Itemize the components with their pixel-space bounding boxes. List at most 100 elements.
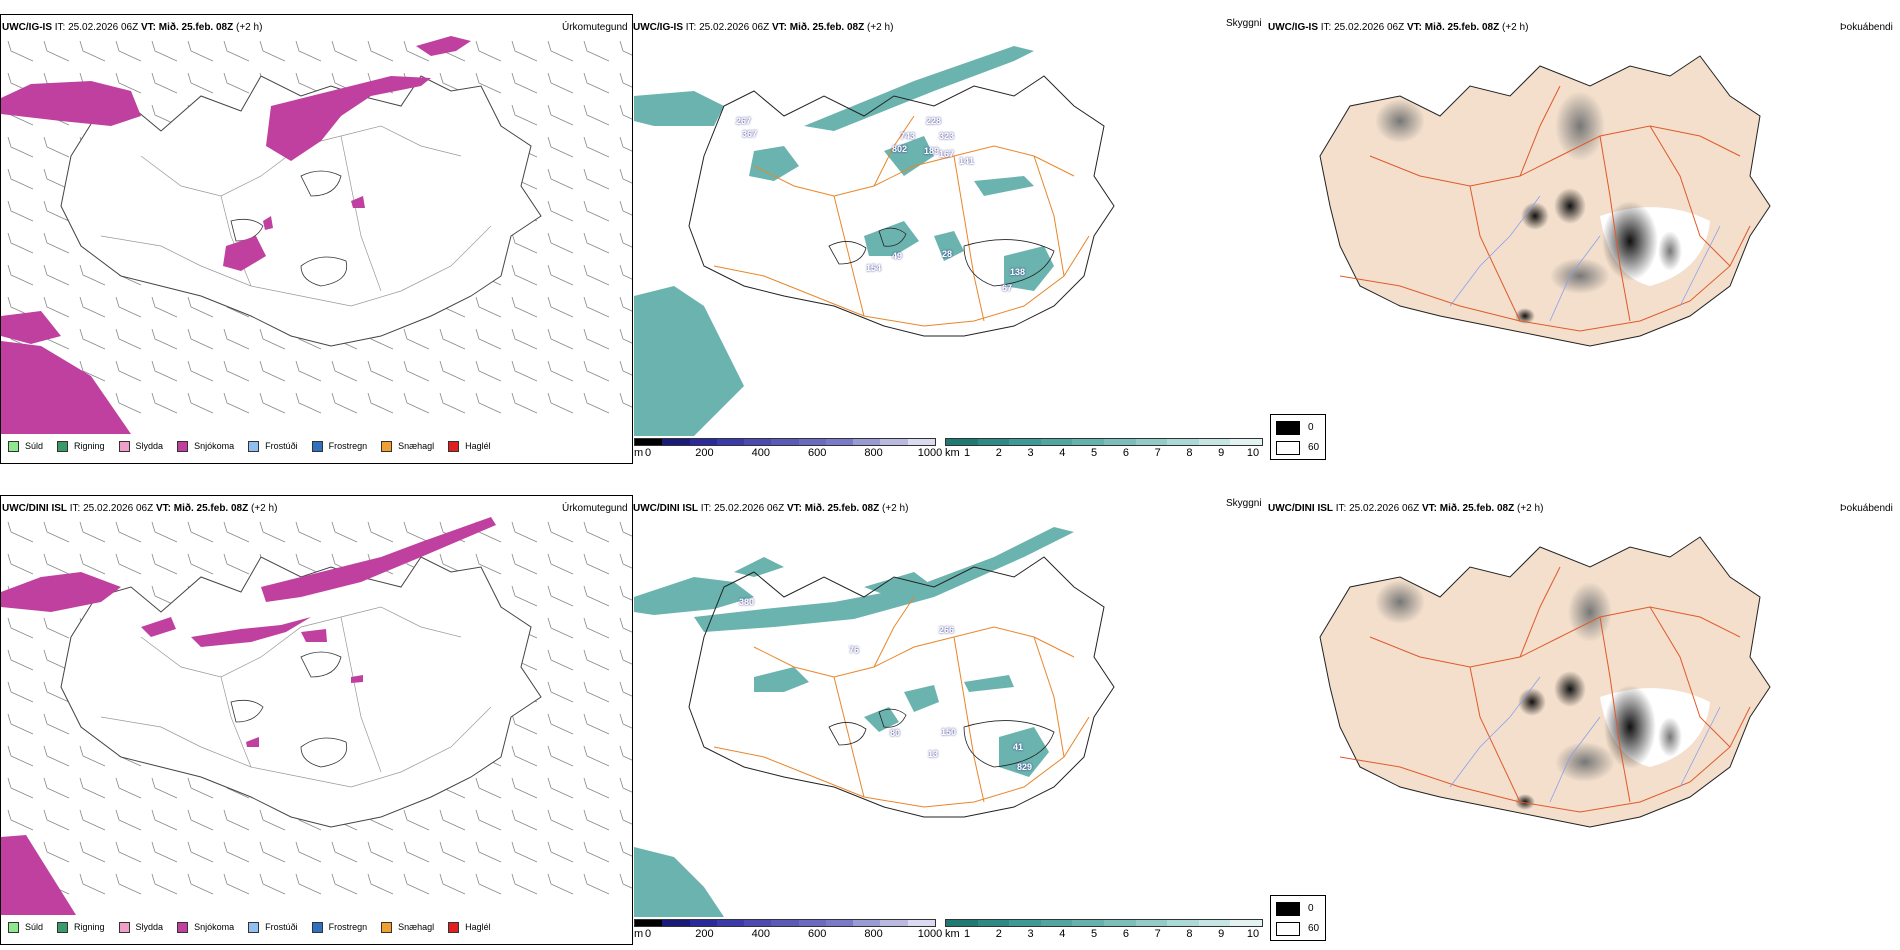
precip-legend: Súld Rigning Slydda Snjókoma Frostúði Frostre… — [8, 919, 505, 935]
wind-barb — [583, 809, 610, 831]
legend-item: Haglél — [448, 440, 491, 452]
fog-legend: 0 60 — [1270, 895, 1326, 941]
wind-barb — [547, 777, 574, 799]
low-visibility-areas — [634, 46, 1054, 436]
legend-item: Rigning — [57, 440, 105, 452]
snow-label: 80 — [890, 728, 901, 738]
wind-barb — [43, 745, 70, 767]
precip-type-map — [1, 36, 632, 434]
wind-barb — [403, 360, 430, 382]
wind-barb — [115, 392, 142, 414]
wind-barb — [7, 553, 34, 575]
snow-label: 138 — [1010, 267, 1026, 277]
valid-time-label: VT: — [1406, 22, 1422, 33]
wind-barb — [223, 553, 250, 575]
wind-barb — [43, 617, 70, 639]
wind-barb — [475, 296, 502, 318]
iceland-outline — [60, 75, 542, 347]
wind-barb — [79, 264, 106, 286]
precip-type-map-svg — [1, 517, 632, 915]
wind-barb — [547, 264, 574, 286]
wind-barb — [7, 40, 34, 62]
wind-barb — [619, 841, 632, 857]
legend-item: Snjókoma — [177, 440, 235, 452]
wind-barb — [43, 296, 70, 318]
legend-label: Snjókoma — [194, 922, 235, 932]
visibility-ticks: 1 2 3 4 5 6 7 8 9 10 — [945, 447, 1263, 461]
snow-label: 266 — [939, 625, 955, 635]
wind-barb — [7, 136, 34, 158]
wind-barb — [403, 841, 430, 863]
wind-barb — [511, 360, 538, 382]
wind-barb — [187, 392, 214, 414]
legend-label: Haglél — [465, 922, 491, 932]
cloud-base-unit: m — [634, 447, 644, 459]
wind-barb — [7, 713, 34, 735]
legend-item: Frostregn — [311, 921, 367, 933]
fog-legend-swatch-60 — [1276, 922, 1300, 936]
colorbar-tick-label: 400 — [751, 928, 770, 940]
wind-barb — [547, 392, 574, 414]
wind-barb — [619, 136, 632, 152]
wind-barb — [547, 713, 574, 735]
init-time: IT: 25.02.2026 06Z — [685, 22, 770, 33]
model-name: UWC/IG-IS — [2, 22, 52, 33]
wind-barb — [475, 72, 502, 94]
wind-barb — [259, 40, 286, 62]
lead-time: (+2 h) — [1517, 503, 1544, 514]
wind-barb — [547, 328, 574, 350]
fog-map — [1300, 36, 1860, 426]
init-time: IT: 25.02.2026 06Z — [700, 503, 785, 514]
visibility-ticks: 1 2 3 4 5 6 7 8 9 10 — [945, 928, 1263, 942]
wind-barb — [259, 841, 286, 863]
wind-barb — [583, 392, 610, 414]
snow-label: 743 — [900, 131, 916, 141]
valid-time: Mið. 25.feb. 08Z — [804, 503, 880, 514]
valid-time: Mið. 25.feb. 08Z — [173, 503, 249, 514]
wind-barb — [367, 360, 394, 382]
legend-item: Snæhagl — [381, 921, 434, 933]
wind-barb — [259, 521, 286, 543]
colorbar-tick-label: 7 — [1154, 447, 1161, 459]
fog-legend-label-0: 0 — [1308, 422, 1314, 433]
wind-barb — [187, 809, 214, 831]
wind-barb — [79, 873, 106, 895]
wind-barb — [115, 809, 142, 831]
snow-label: 829 — [1017, 762, 1033, 772]
wind-barb — [619, 617, 632, 633]
legend-swatch — [118, 921, 130, 933]
wind-barb — [619, 168, 632, 184]
model-name: UWC/DINI ISL — [2, 503, 67, 514]
road-network — [1339, 85, 1751, 332]
wind-barb — [79, 296, 106, 318]
wind-barb — [619, 873, 632, 889]
wind-barb — [367, 873, 394, 895]
fog-legend-swatch-0 — [1276, 421, 1300, 435]
wind-barb — [367, 40, 394, 62]
colorbar-tick-label: 3 — [1027, 928, 1034, 940]
rivers — [1449, 676, 1721, 803]
wind-barb — [547, 72, 574, 94]
snow-label: 167 — [939, 149, 955, 159]
wind-barb — [7, 232, 34, 254]
wind-barb — [79, 745, 106, 767]
wind-barb — [43, 553, 70, 575]
wind-barb — [403, 521, 430, 543]
valid-time: Mið. 25.feb. 08Z — [1424, 22, 1500, 33]
snow-label: 228 — [926, 116, 942, 126]
colorbar-tick-label: 2 — [995, 447, 1002, 459]
wind-barb — [583, 232, 610, 254]
lead-time: (+2 h) — [867, 22, 894, 33]
wind-barb — [619, 72, 632, 88]
legend-label: Snjókoma — [194, 441, 235, 451]
wind-barb — [619, 521, 632, 537]
wind-barb — [295, 873, 322, 895]
legend-swatch — [8, 921, 19, 933]
wind-barb — [331, 841, 358, 863]
rivers — [1449, 195, 1721, 322]
legend-item: Súld — [8, 440, 43, 452]
legend-label: Slydda — [135, 441, 164, 451]
wind-barb — [547, 745, 574, 767]
init-time: IT: 25.02.2026 06Z — [1320, 22, 1405, 33]
legend-swatch — [248, 921, 260, 933]
